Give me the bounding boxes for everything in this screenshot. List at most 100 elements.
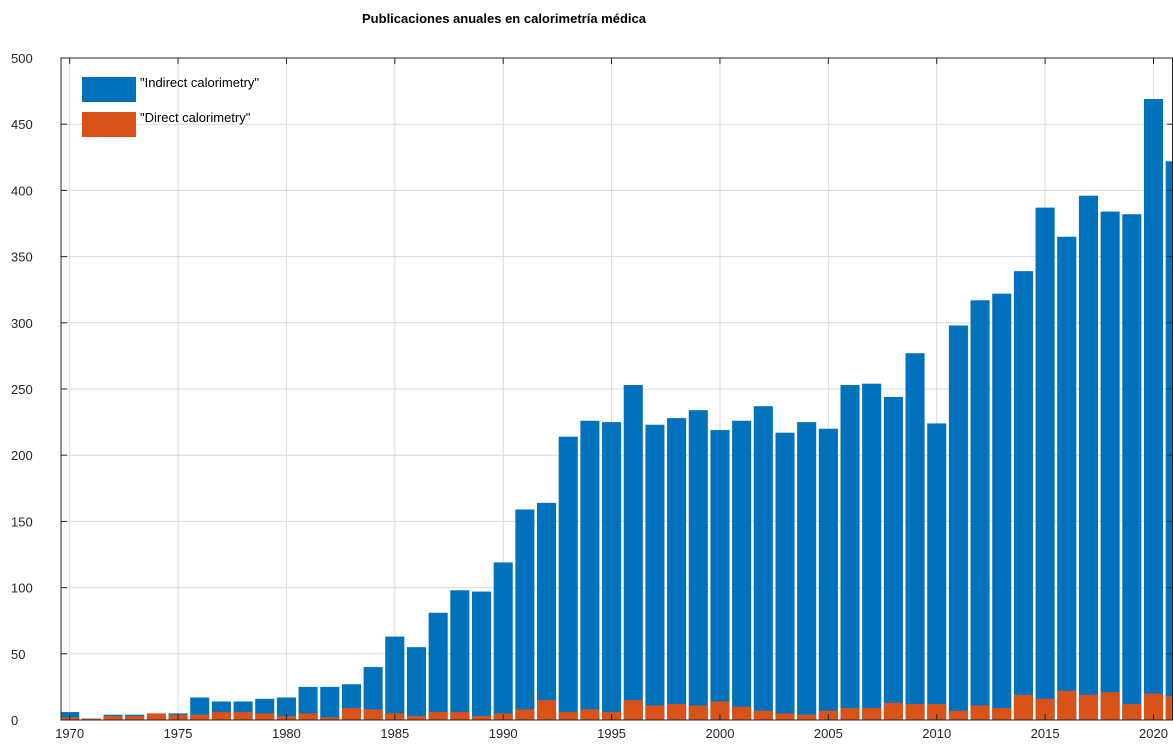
bar-series-1 — [645, 424, 665, 720]
bar-series-1 — [1013, 271, 1033, 720]
bar-series-2 — [255, 713, 275, 720]
y-tick-label: 50 — [11, 647, 25, 662]
bar-series-2 — [732, 706, 752, 720]
y-tick-label: 300 — [11, 316, 33, 331]
bar-series-1 — [1057, 236, 1077, 720]
x-tick-label: 1990 — [489, 726, 518, 741]
bar-series-1 — [385, 636, 405, 720]
bar-series-1 — [948, 325, 968, 720]
bar-series-1 — [450, 590, 470, 720]
bar-series-2 — [81, 718, 101, 720]
bar-series-1 — [320, 686, 340, 720]
bar-series-1 — [515, 509, 535, 720]
x-tick-label: 1975 — [164, 726, 193, 741]
bar-series-2 — [1035, 698, 1055, 720]
bar-series-2 — [471, 716, 492, 720]
bar-series-2 — [146, 713, 166, 720]
bar-series-1 — [493, 562, 513, 720]
bar-series-1 — [363, 667, 383, 720]
x-tick-label: 2020 — [1139, 726, 1168, 741]
bar-series-1 — [992, 293, 1012, 720]
bar-series-2 — [125, 716, 145, 720]
bar-series-2 — [883, 702, 903, 720]
bar-series-1 — [558, 436, 578, 720]
bar-series-2 — [667, 704, 687, 720]
y-tick-label: 150 — [11, 514, 33, 529]
bar-series-1 — [1143, 99, 1164, 720]
bar-series-2 — [211, 712, 231, 720]
bar-series-2 — [992, 708, 1012, 720]
bar-series-2 — [233, 712, 253, 720]
y-tick-label: 400 — [11, 183, 33, 198]
bar-series-2 — [905, 704, 925, 720]
bar-series-2 — [840, 708, 860, 720]
bar-series-2 — [363, 709, 383, 720]
bar-series-2 — [298, 713, 318, 720]
bar-series-1 — [753, 406, 773, 720]
bar-series-1 — [862, 383, 882, 720]
bar-series-2 — [927, 704, 947, 720]
bar-series-1 — [1035, 207, 1055, 720]
bar-series-1 — [276, 697, 296, 720]
bar-series-2 — [1165, 696, 1173, 720]
y-tick-label: 500 — [11, 51, 33, 66]
bar-series-2 — [753, 710, 773, 720]
y-tick-label: 250 — [11, 382, 33, 397]
bar-series-2 — [190, 714, 210, 720]
bar-series-2 — [775, 713, 795, 720]
y-tick-label: 350 — [11, 250, 33, 265]
bar-series-2 — [406, 716, 427, 720]
bar-series-1 — [428, 612, 448, 720]
bar-series-1 — [1078, 195, 1098, 720]
bar-series-2 — [797, 714, 817, 720]
legend: "Indirect calorimetry" "Direct calorimetr… — [82, 75, 259, 137]
bar-series-1 — [1122, 214, 1142, 720]
y-tick-label: 200 — [11, 448, 33, 463]
bar-series-1 — [406, 647, 427, 720]
bar-series-1 — [623, 385, 643, 720]
x-tick-label: 1995 — [597, 726, 626, 741]
bar-series-1 — [905, 353, 925, 720]
bar-series-2 — [1143, 693, 1164, 720]
bar-series-2 — [948, 710, 968, 720]
y-tick-label: 100 — [11, 581, 33, 596]
bar-series-1 — [732, 420, 752, 720]
bar-series-1 — [840, 385, 860, 720]
bar-series-2 — [341, 708, 362, 720]
bar-series-2 — [645, 705, 665, 720]
legend-swatch — [82, 77, 136, 102]
bar-series-1 — [775, 432, 795, 720]
bar-series-1 — [38, 713, 57, 720]
bar-series-1 — [927, 423, 947, 720]
x-tick-label: 2015 — [1031, 726, 1060, 741]
bar-series-2 — [1057, 690, 1077, 720]
bar-series-1 — [818, 428, 838, 720]
bar-series-2 — [38, 717, 57, 720]
bar-series-1 — [688, 410, 708, 720]
bar-series-2 — [1013, 694, 1033, 720]
bar-series-2 — [103, 716, 123, 720]
bar-series-1 — [883, 396, 903, 720]
x-tick-label: 1985 — [380, 726, 409, 741]
bar-series-1 — [710, 430, 730, 720]
bar-series-2 — [623, 700, 643, 720]
bar-series-1 — [1100, 211, 1120, 720]
bar-series-1 — [471, 591, 492, 720]
x-tick-label: 1980 — [272, 726, 301, 741]
bar-series-1 — [1165, 161, 1173, 720]
x-tick-label: 2010 — [922, 726, 951, 741]
bar-series-2 — [710, 701, 730, 720]
x-tick-label: 1970 — [55, 726, 84, 741]
bar-series-2 — [688, 705, 708, 720]
bar-series-1 — [602, 422, 622, 720]
bar-series-2 — [537, 700, 557, 720]
bar-series-1 — [580, 420, 600, 720]
y-tick-label: 0 — [11, 713, 18, 728]
bar-series-1 — [797, 422, 817, 720]
x-tick-label: 2000 — [706, 726, 735, 741]
bar-series-2 — [862, 708, 882, 720]
bar-series-2 — [1100, 692, 1120, 720]
bar-series-1 — [190, 697, 210, 720]
bar-series-1 — [667, 418, 687, 720]
